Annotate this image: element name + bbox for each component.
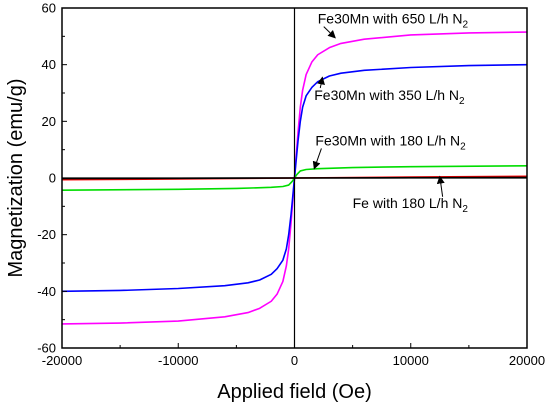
ticks-layer: -20000 -10000 0 10000 20000 -60 -40 -20 0 20 40 60 [37,1,545,369]
y-tick-label: -40 [37,284,56,299]
annotation-label-2: Fe30Mn with 180 L/h N2 [315,132,466,152]
x-tick-label: 10000 [393,353,429,368]
annotation-label-0: Fe30Mn with 650 L/h N2 [318,11,469,31]
annotation-arrow-0 [323,26,336,39]
x-tick-label: 0 [291,353,298,368]
annotation-arrow-1 [317,76,325,89]
annotation-arrow-3 [436,175,445,197]
x-axis-title: Applied field (Oe) [217,381,372,403]
annotation-arrow-2 [312,148,322,170]
y-tick-label: -20 [37,227,56,242]
y-axis-title: Magnetization (emu/g) [5,79,27,278]
y-tick-label: 0 [49,171,56,186]
y-tick-label: 20 [42,114,56,129]
annotations-layer: Fe30Mn with 650 L/h N2 Fe30Mn with 350 L/… [312,11,469,215]
annotation-label-3: Fe with 180 L/h N2 [353,195,469,215]
x-tick-label: -10000 [158,353,198,368]
y-tick-label: -60 [37,341,56,356]
y-tick-label: 40 [42,57,56,72]
y-tick-label: 60 [42,1,56,16]
annotation-label-1: Fe30Mn with 350 L/h N2 [314,87,465,107]
x-tick-label: -20000 [42,353,82,368]
x-tick-label: 20000 [509,353,545,368]
